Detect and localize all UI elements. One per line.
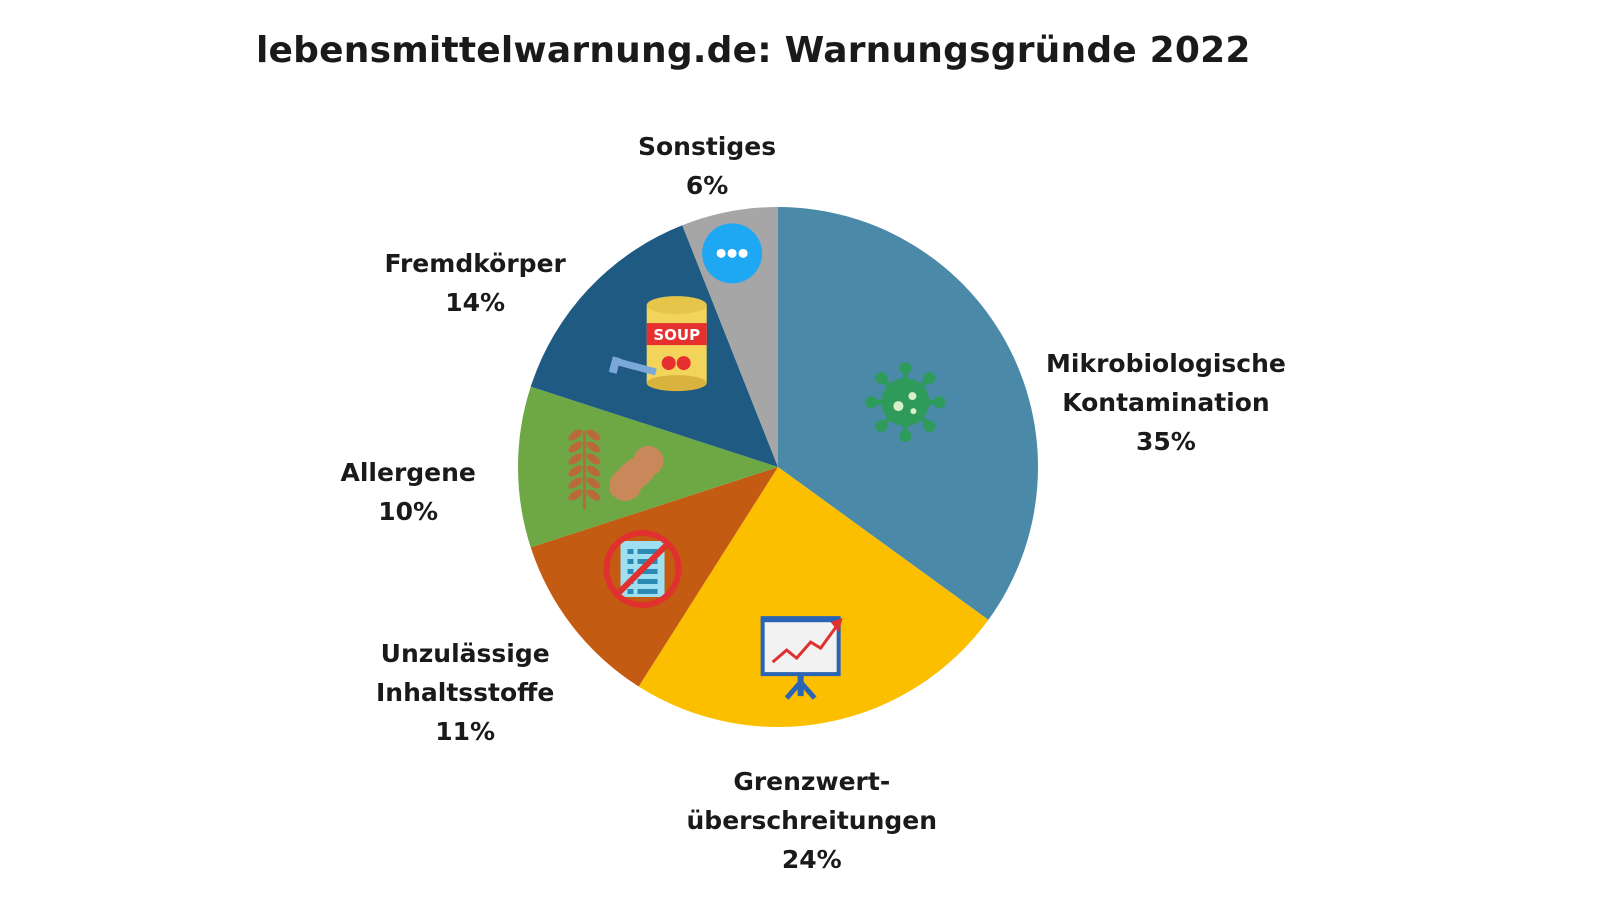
chart-title: lebensmittelwarnung.de: Warnungsgründe 2…: [256, 30, 1251, 71]
slice-percent: 24%: [781, 845, 842, 874]
slice-label-4: Fremdkörper 14%: [385, 244, 566, 322]
slice-label-line: Mikrobiologische: [1046, 349, 1286, 378]
slice-label-line: Inhaltsstoffe: [376, 678, 555, 707]
slice-label-line: Allergene: [340, 458, 476, 487]
slice-label-line: überschreitungen: [686, 806, 938, 835]
wheat-peanut-icon: [568, 429, 664, 509]
soup-can-screw-icon: SOUP: [608, 296, 707, 392]
slice-label-line: Sonstiges: [638, 132, 777, 161]
svg-text:SOUP: SOUP: [653, 326, 700, 344]
slice-label-3: Allergene 10%: [341, 453, 476, 531]
slice-percent: 35%: [1136, 427, 1196, 456]
slice-label-line: Unzulässige: [380, 639, 550, 668]
slice-label-2: Unzulässige Inhaltsstoffe 11%: [376, 634, 554, 751]
slice-label-line: Grenzwert-: [733, 767, 891, 796]
slice-label-5: Sonstiges 6%: [638, 127, 776, 205]
pie-slice-1: [638, 467, 989, 727]
slice-label-line: Kontamination: [1062, 388, 1270, 417]
more-dots-icon: [702, 223, 763, 284]
slice-label-0: Mikrobiologische Kontamination 35%: [1046, 344, 1286, 461]
slice-percent: 6%: [685, 171, 729, 200]
slice-percent: 10%: [378, 497, 439, 526]
presentation-chart-icon: [760, 616, 843, 700]
slice-label-1: Grenzwert-überschreitungen 24%: [687, 762, 938, 879]
prohibited-ingredients-list-icon: [603, 529, 682, 608]
slice-percent: 14%: [445, 288, 506, 317]
slice-label-line: Fremdkörper: [384, 249, 566, 278]
slice-percent: 11%: [435, 717, 496, 746]
virus-icon: [865, 362, 946, 443]
